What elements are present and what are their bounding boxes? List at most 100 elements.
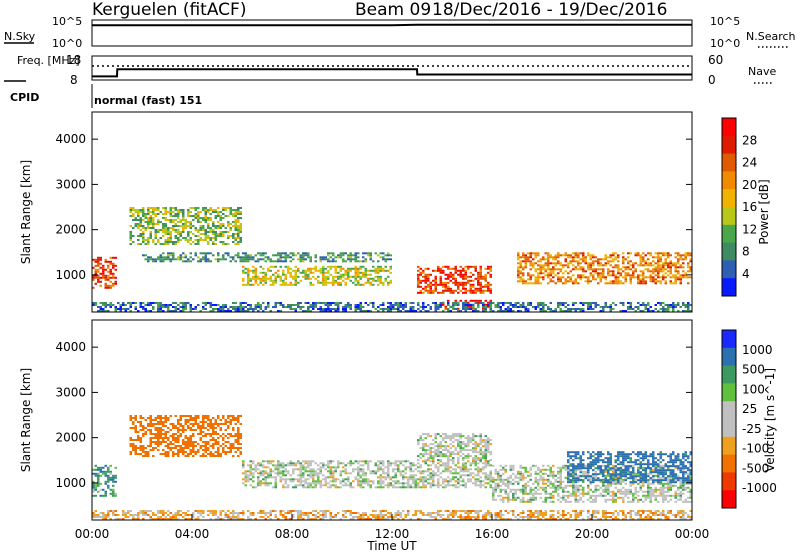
echo-cell <box>202 209 205 211</box>
echo-cell <box>392 480 395 482</box>
echo-cell <box>400 306 403 308</box>
echo-cell <box>327 462 330 464</box>
echo-cell <box>432 455 435 457</box>
echo-cell <box>557 499 560 501</box>
echo-cell <box>375 462 378 464</box>
echo-cell <box>525 471 528 473</box>
echo-cell <box>330 308 333 310</box>
echo-cell <box>142 241 145 243</box>
echo-cell <box>357 268 360 270</box>
echo-cell <box>202 256 205 258</box>
echo-cell <box>420 439 423 441</box>
echo-cell <box>240 225 243 227</box>
echo-cell <box>212 225 215 227</box>
echo-cell <box>605 306 608 308</box>
echo-cell <box>397 470 400 472</box>
echo-cell <box>367 304 370 306</box>
echo-cell <box>510 483 513 485</box>
echo-cell <box>217 423 220 425</box>
echo-cell <box>95 261 98 263</box>
echo-cell <box>445 478 448 480</box>
echo-cell <box>680 254 683 256</box>
echo-cell <box>355 270 358 272</box>
echo-cell <box>527 302 530 304</box>
echo-cell <box>357 284 360 286</box>
echo-cell <box>520 260 523 262</box>
echo-cell <box>482 278 485 280</box>
echo-cell <box>285 258 288 260</box>
echo-cell <box>445 455 448 457</box>
echo-cell <box>565 278 568 280</box>
echo-cell <box>450 272 453 274</box>
echo-cell <box>145 217 148 219</box>
echo-cell <box>142 449 145 451</box>
echo-cell <box>437 270 440 272</box>
echo-cell <box>460 466 463 468</box>
echo-cell <box>545 489 548 491</box>
echo-cell <box>642 276 645 278</box>
echo-cell <box>277 258 280 260</box>
echo-cell <box>642 278 645 280</box>
echo-cell <box>442 272 445 274</box>
echo-cell <box>157 258 160 260</box>
echo-cell <box>472 308 475 310</box>
echo-cell <box>417 282 420 284</box>
echo-cell <box>157 435 160 437</box>
echo-cell <box>580 274 583 276</box>
echo-cell <box>265 476 268 478</box>
echo-cell <box>547 465 550 467</box>
echo-cell <box>412 482 415 484</box>
echo-cell <box>457 274 460 276</box>
echo-cell <box>507 477 510 479</box>
echo-cell <box>457 443 460 445</box>
echo-cell <box>240 211 243 213</box>
echo-cell <box>505 497 508 499</box>
echo-cell <box>350 260 353 262</box>
echo-cell <box>257 468 260 470</box>
echo-cell <box>295 308 298 310</box>
colorbar-segment <box>722 225 736 243</box>
echo-cell <box>390 304 393 306</box>
echo-cell <box>237 219 240 221</box>
echo-cell <box>232 415 235 417</box>
echo-cell <box>340 284 343 286</box>
echo-cell <box>360 272 363 274</box>
echo-cell <box>545 264 548 266</box>
echo-cell <box>547 252 550 254</box>
echo-cell <box>487 449 490 451</box>
echo-cell <box>370 278 373 280</box>
echo-cell <box>447 476 450 478</box>
echo-cell <box>267 268 270 270</box>
echo-cell <box>102 495 105 497</box>
echo-cell <box>362 468 365 470</box>
echo-cell <box>475 308 478 310</box>
echo-cell <box>307 484 310 486</box>
echo-cell <box>685 258 688 260</box>
echo-cell <box>375 280 378 282</box>
echo-cell <box>215 225 218 227</box>
nsearch-label: N.Search <box>746 30 796 43</box>
echo-cell <box>105 475 108 477</box>
echo-cell <box>300 306 303 308</box>
echo-cell <box>440 282 443 284</box>
echo-cell <box>587 280 590 282</box>
echo-cell <box>130 231 133 233</box>
echo-cell <box>455 300 458 302</box>
echo-cell <box>285 306 288 308</box>
echo-cell <box>152 425 155 427</box>
echo-cell <box>462 302 465 304</box>
echo-cell <box>185 306 188 308</box>
echo-cell <box>315 484 318 486</box>
echo-cell <box>260 272 263 274</box>
echo-cell <box>210 453 213 455</box>
echo-cell <box>525 483 528 485</box>
echo-cell <box>107 487 110 489</box>
echo-cell <box>502 499 505 501</box>
echo-cell <box>472 290 475 292</box>
echo-cell <box>430 274 433 276</box>
echo-cell <box>517 272 520 274</box>
echo-cell <box>435 449 438 451</box>
echo-cell <box>487 306 490 308</box>
echo-cell <box>177 229 180 231</box>
echo-cell <box>507 495 510 497</box>
